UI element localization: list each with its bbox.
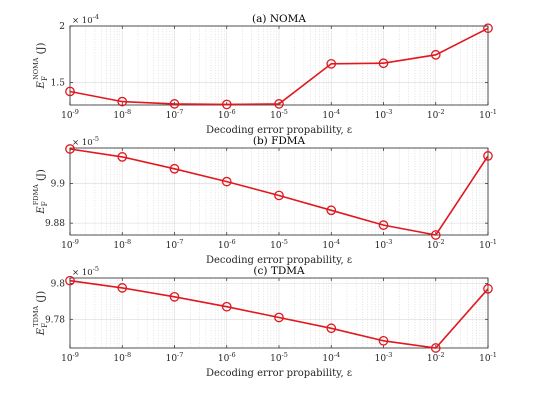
major-grid xyxy=(69,25,489,105)
minor-grid xyxy=(85,278,486,348)
data-point-marker xyxy=(117,96,128,107)
y-axis-multiplier: × 10-5 xyxy=(72,135,99,148)
data-point-marker xyxy=(430,343,441,353)
x-tick-label: 10-3 xyxy=(375,351,393,364)
data-point-marker xyxy=(169,291,180,302)
x-tick-label: 10-5 xyxy=(270,351,288,364)
x-axis-label: Decoding error propability, ε xyxy=(206,368,352,379)
y-tick-label: 9.88 xyxy=(45,219,65,229)
x-tick-label: 10-9 xyxy=(61,108,79,121)
series-line xyxy=(69,148,489,236)
data-point-marker xyxy=(483,23,493,34)
data-point-marker xyxy=(483,151,493,161)
data-point-marker xyxy=(221,99,232,110)
tick-marks xyxy=(69,25,489,105)
chart-title: (a) NOMA xyxy=(252,13,306,25)
x-tick-label: 10-8 xyxy=(113,351,131,364)
x-tick-label: 10-1 xyxy=(479,351,497,364)
data-point-marker xyxy=(117,152,128,162)
x-axis-label: Decoding error propability, ε xyxy=(206,255,352,266)
data-point-marker xyxy=(169,99,180,109)
y-axis-multiplier: × 10-4 xyxy=(72,13,99,26)
chart-panel-fdma: 10-9 10-8 10-7 10-6 10-5 10-4 10-3 10-2 10-1 9.88… xyxy=(32,135,497,266)
minor-grid xyxy=(85,148,486,235)
x-tick-label: 10-5 xyxy=(270,108,288,121)
x-tick-label: 10-5 xyxy=(270,238,288,251)
x-tick-label: 10-9 xyxy=(61,238,79,251)
y-axis-label: EFNOMA (J) xyxy=(32,42,49,89)
data-point-marker xyxy=(378,58,389,69)
data-point-marker xyxy=(274,190,284,201)
x-tick-label: 10-6 xyxy=(218,351,236,364)
y-axis-multiplier: × 10-5 xyxy=(72,265,99,278)
x-tick-label: 10-3 xyxy=(375,108,393,121)
x-tick-label: 10-1 xyxy=(479,238,497,251)
data-point-marker xyxy=(483,283,493,294)
y-axis-label: EFFDMA (J) xyxy=(32,169,49,215)
x-tick-label: 10-8 xyxy=(113,238,131,251)
data-point-marker xyxy=(221,301,232,312)
data-point-marker xyxy=(65,275,75,286)
chart-title: (b) FDMA xyxy=(253,135,306,147)
x-axis-label: Decoding error propability, ε xyxy=(206,125,352,136)
x-tick-label: 10-9 xyxy=(61,351,79,364)
y-tick-label: 9.9 xyxy=(51,180,66,190)
x-tick-label: 10-7 xyxy=(166,238,184,251)
data-point-marker xyxy=(65,86,75,97)
series-line xyxy=(69,27,489,106)
data-point-marker xyxy=(326,58,337,69)
y-tick-label: 1.5 xyxy=(51,78,66,88)
chart-panel-tdma: 10-9 10-8 10-7 10-6 10-5 10-4 10-3 10-2 10-1 9.78… xyxy=(32,265,497,379)
data-point-marker xyxy=(430,230,441,240)
x-tick-label: 10-6 xyxy=(218,108,236,121)
y-tick-label: 9.78 xyxy=(45,315,65,325)
y-axis-label: EFTDMA (J) xyxy=(32,291,49,337)
x-tick-label: 10-4 xyxy=(322,238,340,251)
data-point-marker xyxy=(378,220,389,230)
y-tick-label: 2 xyxy=(59,22,65,32)
y-tick-label: 9.8 xyxy=(51,279,66,289)
tick-marks xyxy=(69,148,489,235)
series-line xyxy=(69,279,489,349)
data-point-marker xyxy=(274,312,284,323)
data-point-marker xyxy=(326,323,337,334)
x-tick-label: 10-3 xyxy=(375,238,393,251)
minor-grid xyxy=(85,26,486,105)
data-point-marker xyxy=(430,49,441,60)
x-tick-label: 10-2 xyxy=(427,108,445,121)
chart-title: (c) TDMA xyxy=(253,265,305,277)
data-point-marker xyxy=(221,176,232,187)
chart-panel-noma: 10-9 10-8 10-7 10-6 10-5 10-4 10-3 10-2 10-1 1.5 2… xyxy=(32,13,497,136)
data-point-marker xyxy=(65,144,75,154)
data-point-marker xyxy=(117,283,128,293)
x-tick-label: 10-7 xyxy=(166,108,184,121)
x-tick-label: 10-4 xyxy=(322,108,340,121)
x-tick-label: 10-6 xyxy=(218,238,236,251)
x-tick-label: 10-4 xyxy=(322,351,340,364)
x-tick-label: 10-2 xyxy=(427,238,445,251)
data-point-marker xyxy=(326,205,337,216)
x-tick-label: 10-2 xyxy=(427,351,445,364)
data-point-marker xyxy=(169,163,180,174)
x-tick-label: 10-8 xyxy=(113,108,131,121)
data-point-marker xyxy=(274,99,284,109)
x-tick-label: 10-7 xyxy=(166,351,184,364)
data-point-marker xyxy=(378,335,389,346)
x-tick-label: 10-1 xyxy=(479,108,497,121)
